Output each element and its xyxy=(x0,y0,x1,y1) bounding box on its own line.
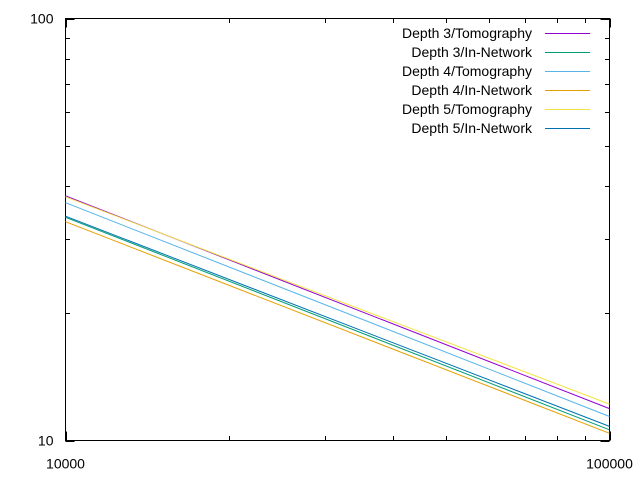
legend-label: Depth 4/Tomography xyxy=(402,63,532,79)
series-line xyxy=(65,215,610,427)
legend-label: Depth 5/Tomography xyxy=(402,101,532,117)
series-line xyxy=(65,196,610,405)
series-line xyxy=(65,202,610,417)
y-tick-label: 10 xyxy=(38,433,54,449)
x-tick-label: 100000 xyxy=(586,456,633,472)
x-tick-label: 10000 xyxy=(46,456,85,472)
legend-label: Depth 4/In-Network xyxy=(411,82,533,98)
series-lines xyxy=(65,195,610,434)
legend: Depth 3/Tomography Depth 3/In-Network Dept… xyxy=(402,25,590,136)
plot-frame xyxy=(65,18,610,441)
y-tick-label: 100 xyxy=(30,11,54,27)
axis-ticks xyxy=(65,18,611,442)
series-line xyxy=(65,221,610,434)
axis-tick-labels: 10000 100000 10 100 xyxy=(30,11,633,472)
legend-label: Depth 3/In-Network xyxy=(411,44,533,60)
series-line xyxy=(65,216,610,431)
legend-label: Depth 3/Tomography xyxy=(402,25,532,41)
legend-label: Depth 5/In-Network xyxy=(411,120,533,136)
